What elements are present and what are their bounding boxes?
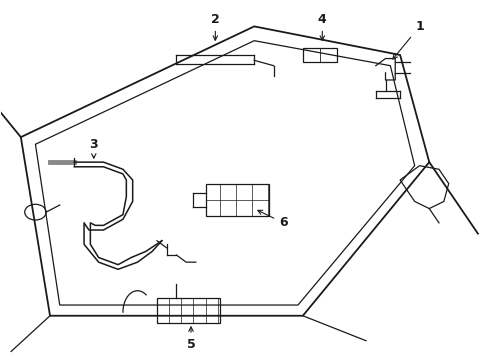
Bar	[302, 48, 336, 62]
Text: 4: 4	[317, 13, 326, 40]
Text: 5: 5	[186, 327, 195, 351]
Text: 1: 1	[392, 20, 423, 59]
Bar	[157, 298, 220, 323]
Text: 6: 6	[257, 210, 287, 229]
Text: 3: 3	[89, 138, 98, 158]
Text: 2: 2	[210, 13, 219, 40]
Bar	[205, 184, 268, 216]
